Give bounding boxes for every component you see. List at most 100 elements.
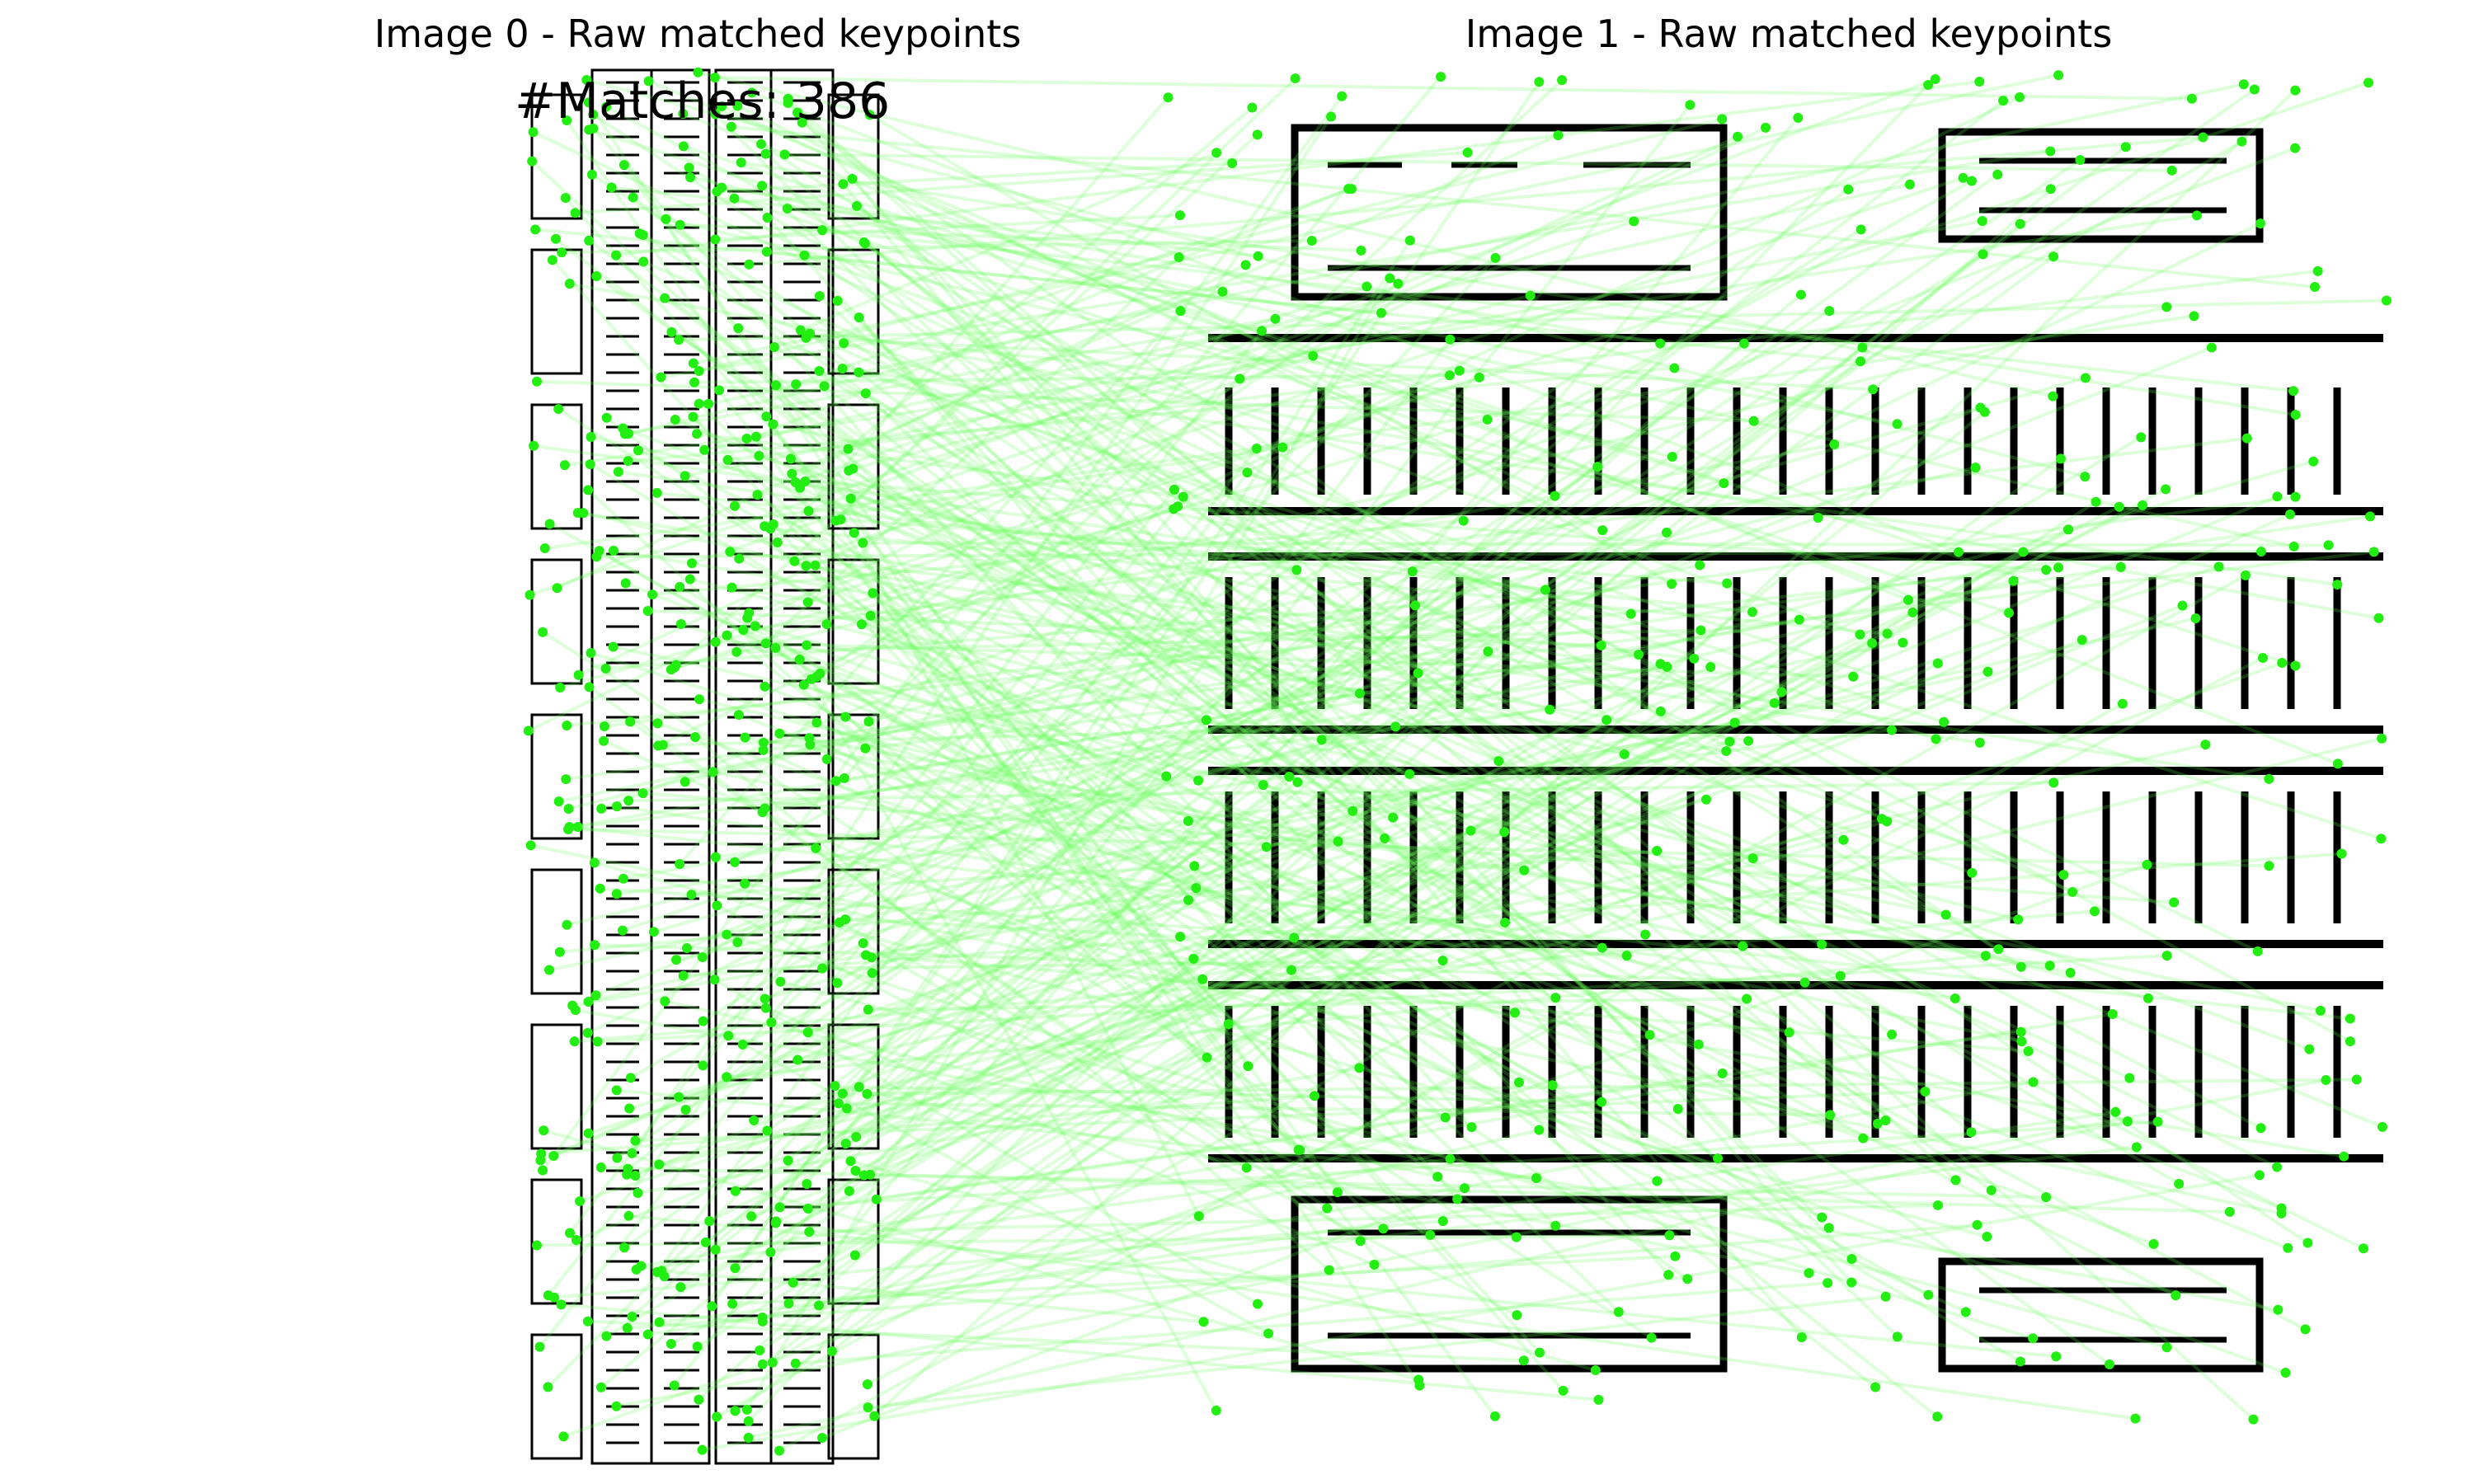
keypoint-image-0 <box>854 367 864 378</box>
keypoint-image-1 <box>2051 1351 2062 1362</box>
match-line <box>843 75 1442 780</box>
match-line <box>547 505 1179 1297</box>
keypoint-image-1 <box>2255 218 2265 229</box>
keypoint-image-0 <box>700 1237 711 1247</box>
keypoint-image-1 <box>1251 443 1262 453</box>
keypoint-image-0 <box>723 1031 734 1041</box>
match-line <box>616 1088 1537 1180</box>
keypoint-image-0 <box>787 468 797 479</box>
match-line <box>634 495 2279 1177</box>
keypoint-image-0 <box>845 493 856 504</box>
keypoint-image-1 <box>2048 777 2059 788</box>
match-line <box>541 95 1343 1172</box>
match-line <box>562 238 1312 255</box>
match-line <box>811 677 1947 917</box>
match-line <box>861 443 1835 627</box>
match-line <box>714 223 2022 1252</box>
keypoint-image-0 <box>563 803 574 814</box>
keypoint-image-0 <box>851 200 862 211</box>
match-line <box>808 736 1823 1219</box>
keypoint-image-1 <box>1211 148 1222 158</box>
match-line <box>822 959 1443 970</box>
keypoint-image-0 <box>666 1338 676 1349</box>
keypoint-image-1 <box>2345 1013 2355 1024</box>
match-line <box>838 921 1432 1237</box>
keypoint-image-1 <box>2277 657 2288 668</box>
keypoint-image-1 <box>1646 1332 1657 1343</box>
match-line <box>787 206 1898 426</box>
keypoint-image-1 <box>1613 1307 1624 1317</box>
match-line <box>631 342 1746 1318</box>
keypoint-image-1 <box>1500 917 1511 928</box>
keypoint-image-1 <box>1436 72 1446 82</box>
keypoint-image-1 <box>1309 1091 1319 1101</box>
keypoint-image-1 <box>1669 363 1680 373</box>
match-line <box>543 1129 1419 1382</box>
match-line <box>616 728 1893 896</box>
keypoint-image-1 <box>2206 342 2217 353</box>
keypoint-image-1 <box>1413 668 1423 679</box>
match-line <box>749 135 2204 266</box>
match-line <box>736 188 1850 944</box>
match-line <box>591 127 1474 1129</box>
keypoint-image-1 <box>1784 1027 1794 1038</box>
match-line <box>770 527 1888 636</box>
match-line <box>848 469 2278 1169</box>
keypoint-image-1 <box>1652 846 1663 857</box>
match-line <box>587 1319 1524 1363</box>
match-line <box>670 661 1939 1345</box>
keypoint-image-1 <box>1326 111 1337 122</box>
keypoint-image-1 <box>2045 184 2056 195</box>
keypoint-image-1 <box>2104 1359 2114 1369</box>
keypoint-image-1 <box>1306 235 1317 246</box>
match-line <box>590 173 1500 763</box>
match-line <box>588 685 1362 1242</box>
keypoint-image-0 <box>624 1103 635 1114</box>
keypoint-image-0 <box>740 878 750 889</box>
keypoint-image-0 <box>740 732 750 743</box>
keypoint-image-0 <box>830 776 841 787</box>
match-line <box>579 968 1292 1203</box>
match-line <box>630 115 1333 1155</box>
match-line <box>762 618 1800 815</box>
match-line <box>805 338 1451 1186</box>
keypoint-image-1 <box>2236 136 2247 147</box>
keypoint-image-0 <box>731 646 742 657</box>
match-line <box>764 690 1782 1001</box>
match-line <box>836 299 1899 1338</box>
match-line <box>611 186 1258 258</box>
keypoint-image-1 <box>1240 260 1251 270</box>
keypoint-image-0 <box>572 821 583 832</box>
image-1-title: Image 1 - Raw matched keypoints <box>1465 12 2113 56</box>
match-line <box>708 504 2143 1223</box>
keypoint-image-1 <box>2161 302 2172 312</box>
match-line <box>647 79 1909 602</box>
match-line <box>868 113 1673 585</box>
keypoint-image-1 <box>1846 1254 1857 1265</box>
keypoint-image-0 <box>606 182 617 193</box>
keypoint-image-0 <box>678 141 689 152</box>
match-line <box>745 437 1841 978</box>
keypoint-image-0 <box>551 233 562 244</box>
keypoint-image-0 <box>548 1151 559 1162</box>
match-line <box>769 936 1296 1254</box>
match-line <box>764 256 1180 645</box>
keypoint-image-0 <box>586 431 596 442</box>
keypoint-image-1 <box>2249 84 2260 95</box>
match-line <box>626 736 2382 1176</box>
keypoint-image-0 <box>774 1202 785 1213</box>
keypoint-image-1 <box>2016 1036 2027 1047</box>
keypoint-image-1 <box>1700 794 1711 805</box>
keypoint-image-1 <box>2288 386 2299 397</box>
match-line <box>730 550 1695 660</box>
match-line <box>868 997 1747 1012</box>
keypoint-image-0 <box>692 1341 703 1352</box>
match-line <box>638 232 1883 820</box>
match-line <box>840 518 1728 585</box>
match-line <box>589 463 1516 1014</box>
keypoint-image-1 <box>1644 1030 1655 1040</box>
keypoint-image-0 <box>826 1346 837 1357</box>
keypoint-image-1 <box>2224 1206 2235 1217</box>
keypoint-image-0 <box>722 630 732 641</box>
match-line <box>559 849 1658 954</box>
